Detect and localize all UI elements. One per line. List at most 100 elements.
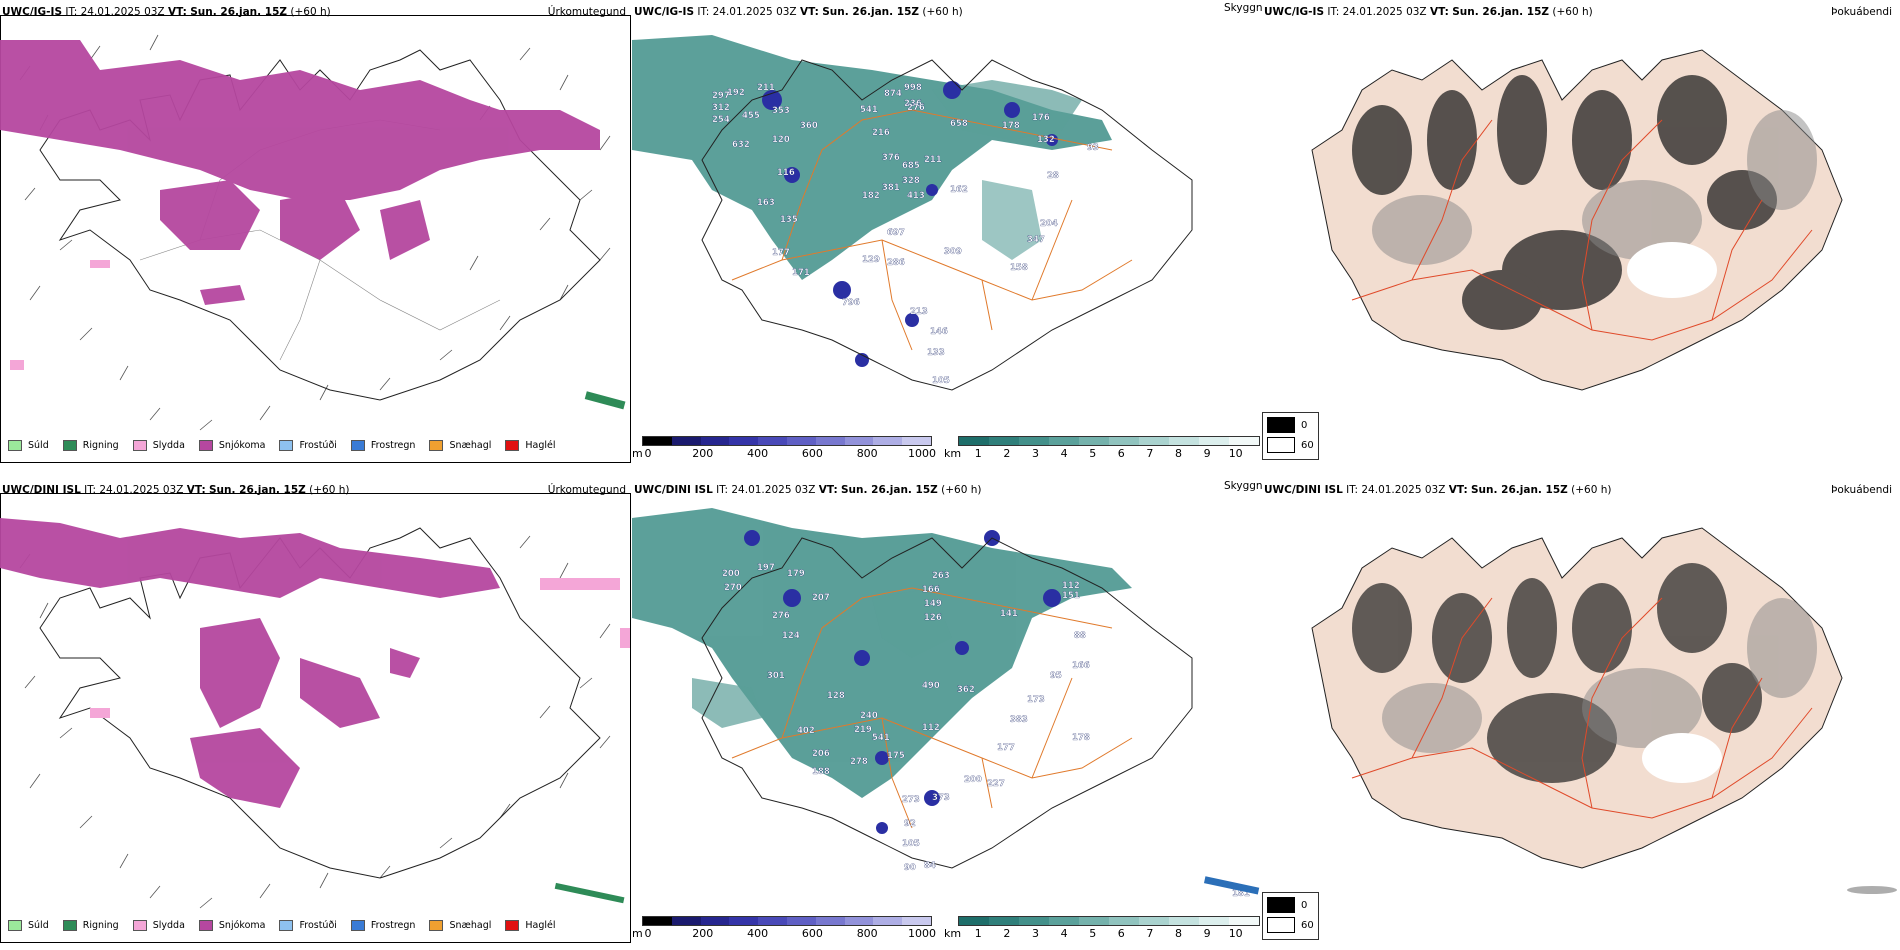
legend-label: Haglél (525, 920, 556, 931)
it-label: IT: (697, 6, 710, 18)
colorbar-segment (873, 917, 903, 925)
ceiling-value: 263 (932, 571, 950, 581)
ceiling-value: 490 (922, 681, 940, 691)
colorbar-segment (815, 437, 845, 445)
ceiling-value: 166 (1072, 661, 1090, 671)
colorbar-segment (844, 437, 874, 445)
panel-title: UWC/IG-IS IT: 24.01.2025 03Z VT: Sun. 26… (634, 6, 963, 18)
legend-label: Frostúði (299, 920, 337, 931)
ceiling-value: 254 (712, 115, 730, 125)
ceiling-value: 133 (927, 348, 945, 358)
colorbar-tick: 0 (644, 927, 652, 940)
colorbar-segment (758, 437, 787, 445)
colorbar-segment (729, 437, 759, 445)
lead-time: (+60 h) (941, 484, 982, 496)
legend-item: Snæhagl (429, 440, 491, 451)
ceiling-value: 276 (907, 103, 925, 113)
legend-item: Rigning (62, 440, 119, 451)
colorbar-segment (1019, 437, 1049, 445)
colorbar-tick: 3 (1032, 927, 1039, 940)
fog-panel-top: UWC/IG-IS IT: 24.01.2025 03Z VT: Sun. 26… (1262, 0, 1900, 470)
colorbar-unit: m (632, 447, 643, 460)
ceiling-value: 151 (1062, 591, 1080, 601)
colorbar-segment (758, 917, 787, 925)
legend-item: Haglél (505, 920, 556, 931)
precip-legend: Súld Rigning Slydda Snjókoma Frostúði Frostre… (8, 920, 570, 931)
sleet-areas (90, 578, 630, 718)
legend-item: Frostregn (350, 440, 415, 451)
ceiling-value: 632 (732, 140, 750, 150)
ceiling-value: 213 (910, 307, 928, 317)
product-name: Skyggni (1224, 2, 1262, 14)
fog-legend-label: 0 (1301, 899, 1308, 911)
fog-legend-row: 0 (1267, 897, 1314, 913)
colorbar-tick: 2 (1003, 447, 1011, 460)
model-name: UWC/IG-IS (634, 6, 695, 18)
legend-swatch (429, 920, 444, 931)
ceiling-value: 177 (997, 743, 1015, 753)
colorbar-segment (902, 437, 931, 445)
ceiling-value: 90 (904, 863, 916, 873)
legend-label: Frostregn (370, 920, 416, 931)
colorbar-tick: 200 (692, 447, 714, 460)
colorbar-segment (989, 437, 1019, 445)
legend-swatch (198, 920, 213, 931)
colorbar-unit: m (632, 927, 643, 940)
fog-legend-swatch (1267, 437, 1295, 453)
fog-roads (1351, 119, 1813, 341)
legend-swatch (62, 920, 77, 931)
fog-panel-bottom: UWC/DINI ISL IT: 24.01.2025 03Z VT: Sun.… (1262, 478, 1900, 950)
colorbar-tick: 1 (974, 447, 982, 460)
colorbar-segment (959, 437, 989, 445)
legend-swatch (350, 920, 365, 931)
init-time: 24.01.2025 03Z (712, 6, 797, 18)
ceiling-value: 105 (932, 376, 950, 386)
vt-label: VT: (799, 6, 819, 18)
legend-item: Frostúði (279, 440, 337, 451)
ceiling-value: 135 (780, 215, 798, 225)
fog-shading (1352, 75, 1777, 330)
legend-item: Slydda (132, 920, 185, 931)
product-name: Úrkomutegund (547, 6, 626, 18)
it-label: IT: (65, 6, 78, 18)
valid-time: Sun. 26.jan. 15Z (1452, 6, 1550, 18)
legend-swatch (429, 440, 444, 451)
init-time: 24.01.2025 03Z (731, 484, 816, 496)
precip-type-panel-top: UWC/IG-IS IT: 24.01.2025 03Z VT: Sun. 26… (0, 0, 632, 470)
colorbar-segment (671, 437, 701, 445)
colorbar-tick: 600 (801, 447, 823, 460)
legend-item: Haglél (505, 440, 556, 451)
road-network (731, 587, 1133, 829)
snow-areas (0, 40, 600, 305)
valid-time: Sun. 26.jan. 15Z (209, 484, 306, 496)
ceiling-value: 166 (922, 585, 940, 595)
legend-item: Frostúði (279, 920, 337, 931)
valid-time: Sun. 26.jan. 15Z (822, 6, 920, 18)
legend-swatch (505, 440, 520, 451)
ceiling-value: 181 (1232, 889, 1250, 899)
legend-item: Frostregn (350, 920, 416, 931)
colorbar-unit: km (944, 927, 962, 940)
valid-time: Sun. 26.jan. 15Z (1471, 484, 1568, 496)
fog-legend: 0 60 (1262, 412, 1319, 460)
ceiling-value: 207 (812, 593, 830, 603)
legend-label: Snjókoma (218, 440, 266, 451)
product-name: Þokuábendi (1831, 484, 1892, 496)
ceiling-value: 28 (1047, 171, 1059, 181)
ceiling-value: 200 (964, 775, 982, 785)
it-label: IT: (716, 484, 729, 496)
ceiling-value: 146 (930, 327, 948, 337)
legend-swatch (350, 440, 365, 451)
colorbar-segment (786, 917, 816, 925)
low-ceiling-areas (762, 81, 1058, 367)
legend-item: Slydda (132, 440, 185, 451)
colorbar-segment (1199, 437, 1229, 445)
panel-title: UWC/IG-IS IT: 24.01.2025 03Z VT: Sun. 26… (2, 6, 331, 18)
product-name: Úrkomutegund (547, 484, 626, 496)
colorbar-tick: 4 (1060, 447, 1068, 460)
ceiling-value: 93 (1087, 143, 1099, 153)
colorbar-segment (1229, 917, 1259, 925)
ceiling-value: 455 (742, 111, 760, 121)
colorbar-tick: 9 (1203, 447, 1211, 460)
legend-swatch (132, 920, 147, 931)
